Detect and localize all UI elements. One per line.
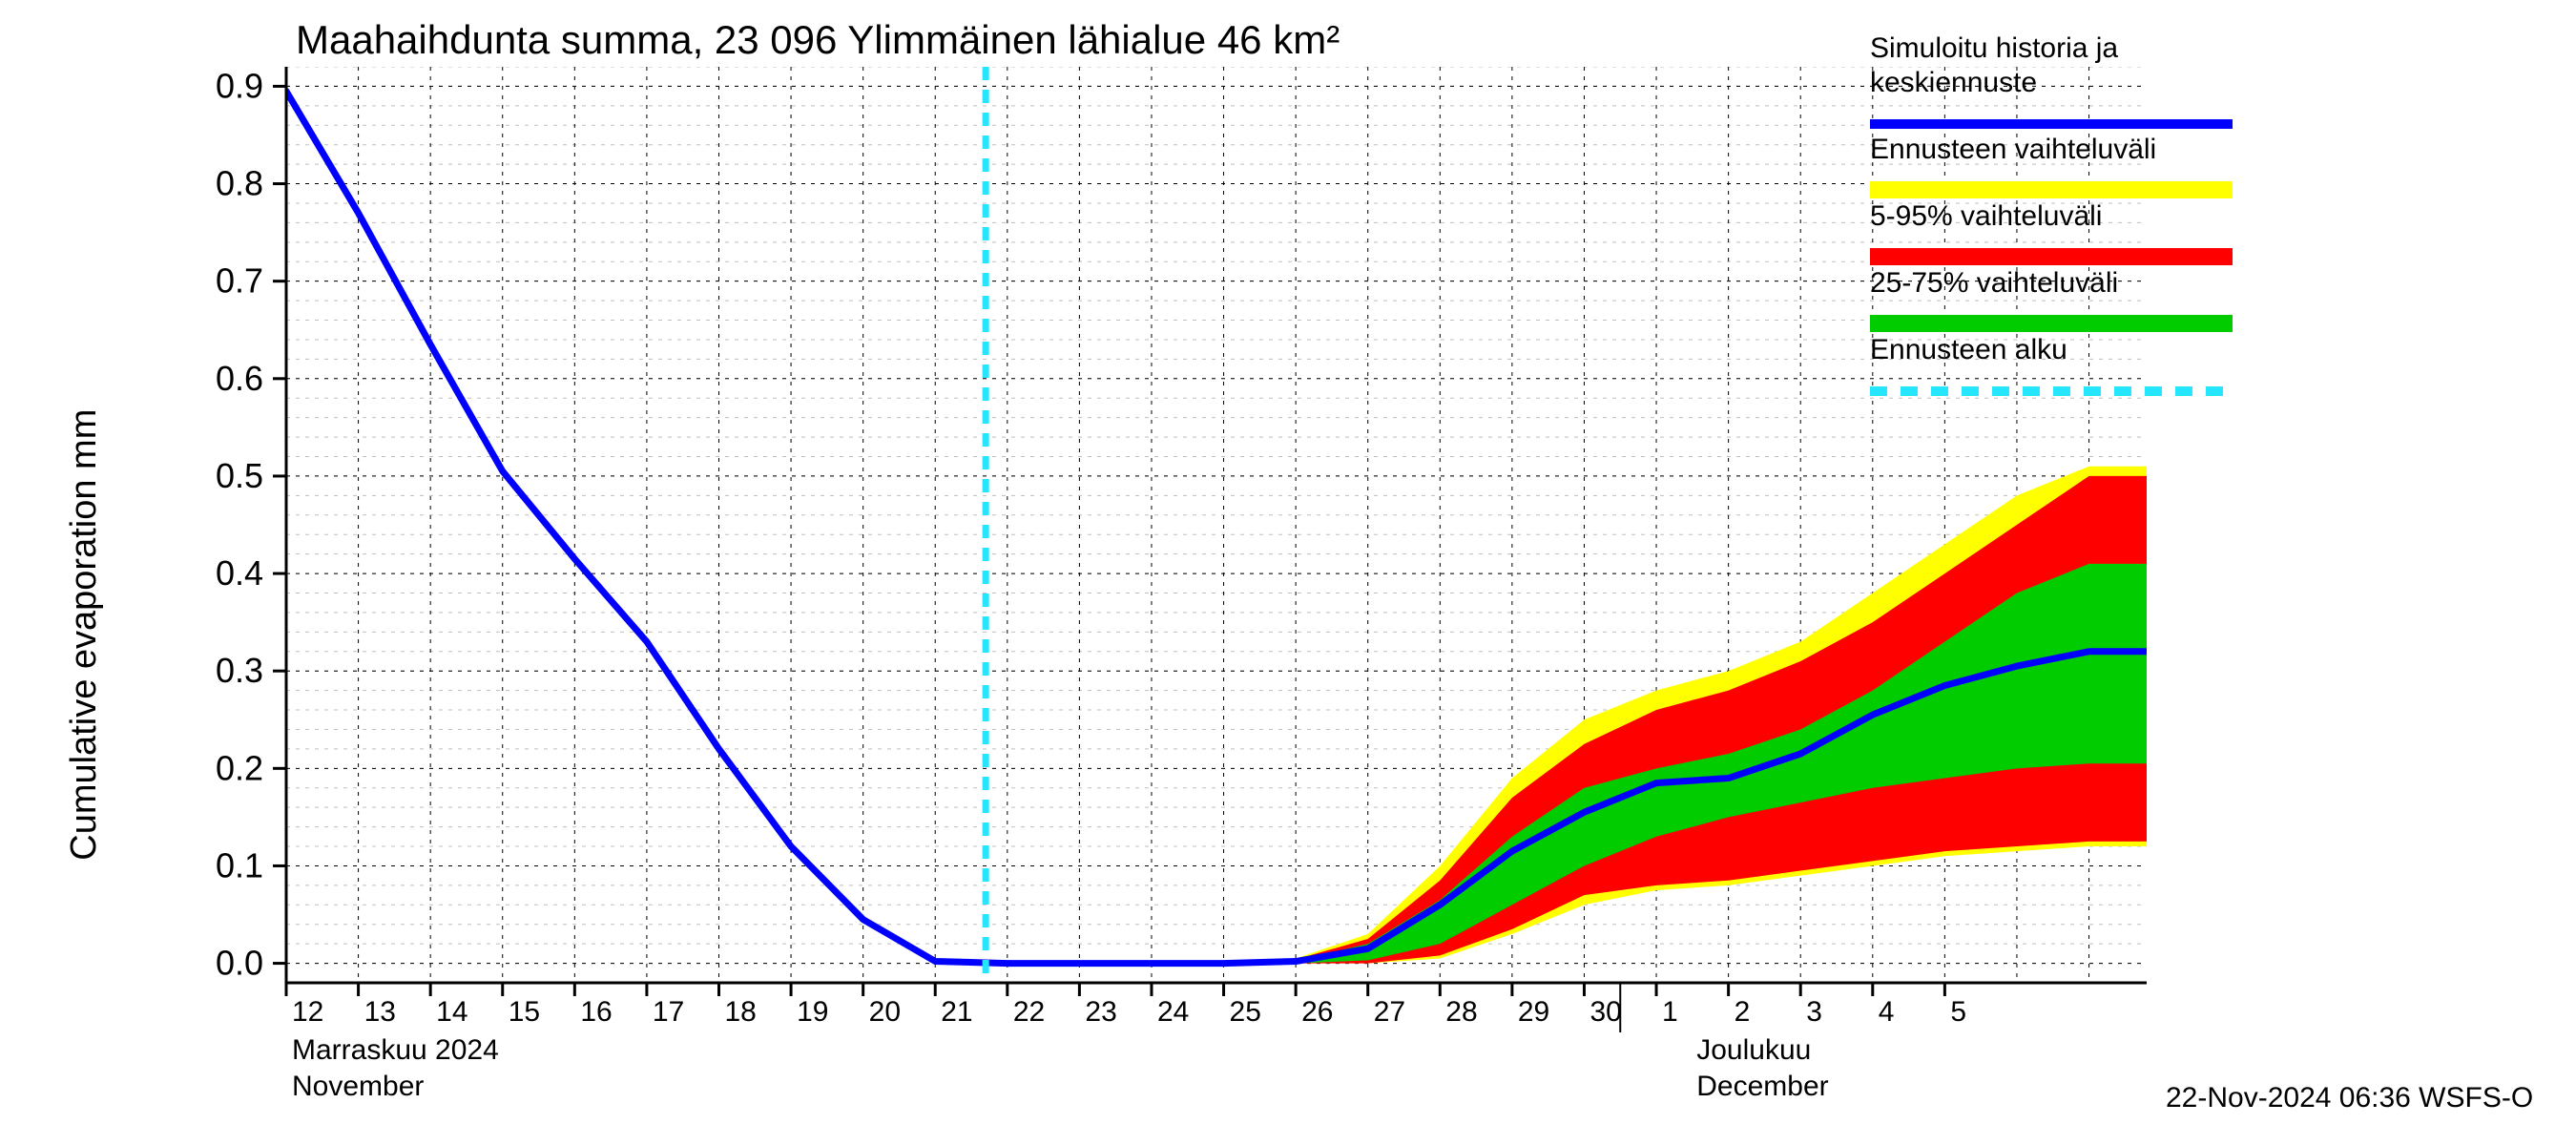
legend-label: 5-95% vaihteluväli bbox=[1870, 200, 2102, 232]
x-tick-label: 17 bbox=[653, 996, 684, 1028]
month-label-right: Joulukuu bbox=[1696, 1034, 1811, 1066]
x-tick-label: 18 bbox=[724, 996, 756, 1028]
x-tick-label: 14 bbox=[436, 996, 467, 1028]
y-tick-label: 0.5 bbox=[216, 456, 263, 495]
legend-swatch-band bbox=[1870, 315, 2233, 332]
y-tick-label: 0.9 bbox=[216, 66, 263, 105]
y-tick-label: 0.8 bbox=[216, 164, 263, 203]
x-tick-label: 12 bbox=[292, 996, 323, 1028]
x-tick-label: 3 bbox=[1806, 996, 1822, 1028]
chart-svg: 0.00.10.20.30.40.50.60.70.80.91213141516… bbox=[0, 0, 2576, 1145]
x-tick-label: 1 bbox=[1662, 996, 1678, 1028]
legend-label: 25-75% vaihteluväli bbox=[1870, 267, 2118, 299]
y-tick-label: 0.2 bbox=[216, 748, 263, 787]
x-tick-label: 25 bbox=[1230, 996, 1261, 1028]
x-tick-label: 2 bbox=[1735, 996, 1751, 1028]
x-tick-label: 26 bbox=[1301, 996, 1333, 1028]
legend-label: Ennusteen vaihteluväli bbox=[1870, 134, 2156, 165]
x-tick-label: 21 bbox=[941, 996, 972, 1028]
x-tick-label: 19 bbox=[797, 996, 828, 1028]
month-label-right: December bbox=[1696, 1071, 1828, 1102]
x-tick-label: 13 bbox=[364, 996, 396, 1028]
legend-swatch-band bbox=[1870, 181, 2233, 198]
chart-container: 0.00.10.20.30.40.50.60.70.80.91213141516… bbox=[0, 0, 2576, 1145]
x-tick-label: 20 bbox=[869, 996, 901, 1028]
x-tick-label: 28 bbox=[1445, 996, 1477, 1028]
legend-label: keskiennuste bbox=[1870, 67, 2037, 98]
x-tick-label: 16 bbox=[580, 996, 612, 1028]
y-tick-label: 0.7 bbox=[216, 261, 263, 301]
y-tick-label: 0.0 bbox=[216, 944, 263, 983]
legend-label: Ennusteen alku bbox=[1870, 334, 2067, 365]
legend-swatch-band bbox=[1870, 248, 2233, 265]
y-axis-title: Cumulative evaporation mm bbox=[64, 409, 104, 861]
x-tick-label: 5 bbox=[1950, 996, 1966, 1028]
x-tick-label: 30 bbox=[1589, 996, 1621, 1028]
footer-timestamp: 22-Nov-2024 06:36 WSFS-O bbox=[2166, 1082, 2533, 1114]
x-tick-label: 22 bbox=[1013, 996, 1045, 1028]
x-tick-label: 23 bbox=[1085, 996, 1116, 1028]
y-tick-label: 0.1 bbox=[216, 845, 263, 885]
x-tick-label: 24 bbox=[1157, 996, 1189, 1028]
x-tick-label: 4 bbox=[1879, 996, 1895, 1028]
chart-title: Maahaihdunta summa, 23 096 Ylimmäinen lä… bbox=[296, 17, 1340, 62]
month-label-left: Marraskuu 2024 bbox=[292, 1034, 499, 1066]
legend-label: Simuloitu historia ja bbox=[1870, 32, 2118, 64]
x-tick-label: 15 bbox=[509, 996, 540, 1028]
y-tick-label: 0.3 bbox=[216, 651, 263, 690]
x-tick-label: 29 bbox=[1518, 996, 1549, 1028]
month-label-left: November bbox=[292, 1071, 424, 1102]
x-tick-label: 27 bbox=[1374, 996, 1405, 1028]
y-tick-label: 0.6 bbox=[216, 359, 263, 398]
y-tick-label: 0.4 bbox=[216, 553, 263, 593]
